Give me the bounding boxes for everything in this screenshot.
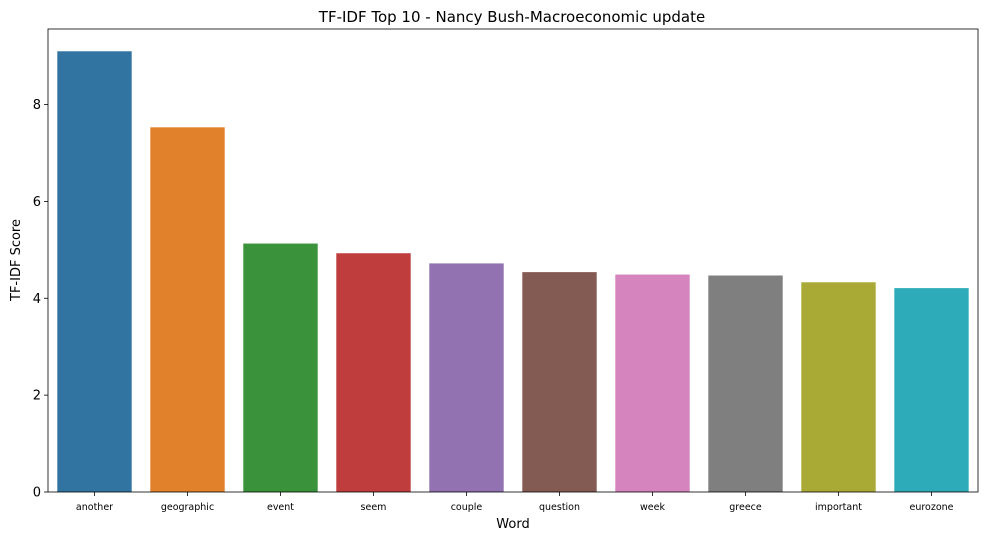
x-tick-label: couple (451, 502, 483, 513)
bar-question (522, 272, 597, 492)
x-tick-label: geographic (161, 502, 214, 513)
x-tick-label: question (539, 502, 580, 513)
bar-greece (708, 275, 783, 492)
bars-group (57, 51, 969, 492)
x-tick-label: greece (729, 502, 762, 513)
bar-couple (429, 263, 504, 492)
x-tick-label: important (815, 502, 862, 513)
bar-week (615, 274, 690, 492)
y-tick-label: 2 (33, 389, 41, 404)
x-tick-label: eurozone (909, 502, 953, 513)
chart-title: TF-IDF Top 10 - Nancy Bush-Macroeconomic… (318, 8, 705, 26)
y-axis-label: TF-IDF Score (9, 219, 24, 302)
bar-eurozone (894, 288, 969, 492)
bar-another (57, 51, 132, 492)
y-tick-label: 8 (33, 98, 41, 113)
y-tick-label: 6 (33, 195, 41, 210)
y-tick-label: 0 (33, 486, 41, 501)
bar-important (801, 282, 876, 492)
x-tick-label: event (267, 502, 294, 513)
bar-geographic (150, 127, 225, 492)
plot-frame (47, 28, 979, 493)
x-tick-label: seem (361, 502, 387, 513)
x-tick-label: week (640, 502, 665, 513)
x-axis: another geographic event seem couple question… (76, 492, 954, 513)
x-axis-label: Word (496, 517, 529, 532)
y-axis: 0 2 4 6 8 (33, 98, 48, 501)
bar-seem (336, 253, 411, 492)
bar-event (243, 243, 318, 492)
x-tick-label: another (76, 502, 113, 513)
y-tick-label: 4 (33, 292, 41, 307)
